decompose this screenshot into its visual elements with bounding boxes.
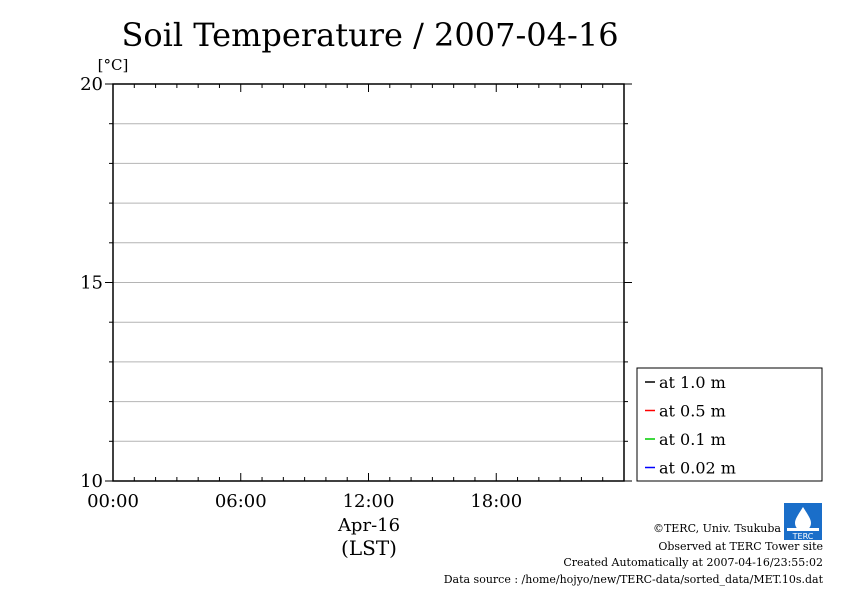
y-tick-label: 20 (80, 74, 103, 95)
x-tick-label: 06:00 (215, 491, 267, 512)
terc-logo-wave (787, 528, 819, 531)
x-axis-date-label: Apr-16 (337, 515, 400, 536)
y-tick-label: 15 (80, 273, 103, 294)
legend-label: at 1.0 m (659, 373, 726, 392)
legend-label: at 0.1 m (659, 430, 726, 449)
x-tick-label: 18:00 (470, 491, 522, 512)
terc-logo-text: TERC (792, 532, 814, 541)
y-tick-label: 10 (80, 471, 103, 492)
chart-title: Soil Temperature / 2007-04-16 (121, 16, 618, 54)
x-tick-label: 12:00 (343, 491, 395, 512)
terc-logo-drop-icon (795, 507, 811, 531)
footer-created: Created Automatically at 2007-04-16/23:5… (563, 556, 823, 569)
y-axis-unit-label: [°C] (98, 56, 129, 74)
terc-logo: TERC (784, 503, 822, 541)
legend-box (636, 367, 823, 482)
grid-lines (113, 123, 624, 442)
legend-label: at 0.5 m (659, 402, 726, 421)
footer-site: Observed at TERC Tower site (658, 540, 823, 553)
x-tick-label: 00:00 (87, 491, 139, 512)
legend: at 1.0 m at 0.5 m at 0.1 m at 0.02 m (636, 367, 823, 482)
footer-credit: ©TERC, Univ. Tsukuba (653, 522, 781, 535)
footer-source: Data source : /home/hojyo/new/TERC-data/… (444, 573, 824, 586)
x-axis-unit-label: (LST) (341, 536, 397, 560)
legend-label: at 0.02 m (659, 459, 736, 478)
